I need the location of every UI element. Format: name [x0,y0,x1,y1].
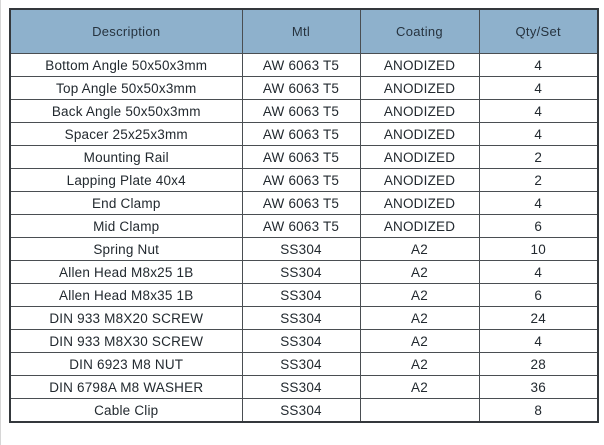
table-row: Mid Clamp AW 6063 T5 ANODIZED 6 [9,214,599,238]
cell-description: Allen Head M8x25 1B [9,260,243,284]
table-row: Lapping Plate 40x4 AW 6063 T5 ANODIZED 2 [9,168,599,192]
cell-qty: 4 [478,191,599,215]
cell-qty: 4 [478,260,599,284]
cell-coating: ANODIZED [359,191,480,215]
table-row: End Clamp AW 6063 T5 ANODIZED 4 [9,191,599,215]
table-row: Mounting Rail AW 6063 T5 ANODIZED 2 [9,145,599,169]
cell-mtl: AW 6063 T5 [241,53,361,77]
cell-mtl: SS304 [241,398,361,423]
table-row: Top Angle 50x50x3mm AW 6063 T5 ANODIZED … [9,76,599,100]
table-row: DIN 6923 M8 NUT SS304 A2 28 [9,352,599,376]
cell-qty: 6 [478,214,599,238]
table-row: Cable Clip SS304 8 [9,398,599,423]
cell-coating: A2 [359,352,480,376]
cell-description: Back Angle 50x50x3mm [9,99,243,123]
cell-description: DIN 6798A M8 WASHER [9,375,243,399]
cell-description: DIN 933 M8X30 SCREW [9,329,243,353]
header-row: Description Mtl Coating Qty/Set [9,8,599,54]
cell-mtl: SS304 [241,375,361,399]
cell-description: Mid Clamp [9,214,243,238]
cell-mtl: AW 6063 T5 [241,191,361,215]
cell-description: DIN 933 M8X20 SCREW [9,306,243,330]
table-row: DIN 933 M8X20 SCREW SS304 A2 24 [9,306,599,330]
table-row: Spacer 25x25x3mm AW 6063 T5 ANODIZED 4 [9,122,599,146]
cell-qty: 2 [478,145,599,169]
cell-mtl: SS304 [241,237,361,261]
cell-coating: A2 [359,260,480,284]
table-row: Allen Head M8x25 1B SS304 A2 4 [9,260,599,284]
cell-qty: 24 [478,306,599,330]
cell-coating: ANODIZED [359,214,480,238]
cell-qty: 2 [478,168,599,192]
cell-description: DIN 6923 M8 NUT [9,352,243,376]
cell-coating: A2 [359,283,480,307]
parts-table: Description Mtl Coating Qty/Set Bottom A… [9,8,599,423]
table-row: DIN 6798A M8 WASHER SS304 A2 36 [9,375,599,399]
cell-coating: ANODIZED [359,145,480,169]
cell-description: Lapping Plate 40x4 [9,168,243,192]
cell-qty: 4 [478,76,599,100]
cell-coating: A2 [359,329,480,353]
cell-mtl: SS304 [241,283,361,307]
cell-mtl: AW 6063 T5 [241,99,361,123]
parts-table-header: Description Mtl Coating Qty/Set [9,8,599,54]
cell-qty: 6 [478,283,599,307]
cell-qty: 10 [478,237,599,261]
cell-coating: ANODIZED [359,76,480,100]
cell-qty: 4 [478,122,599,146]
cell-description: Spring Nut [9,237,243,261]
cell-coating: A2 [359,306,480,330]
table-row: Bottom Angle 50x50x3mm AW 6063 T5 ANODIZ… [9,53,599,77]
cell-coating [359,398,480,423]
cell-qty: 8 [478,398,599,423]
cell-mtl: SS304 [241,329,361,353]
cell-mtl: AW 6063 T5 [241,76,361,100]
table-row: Back Angle 50x50x3mm AW 6063 T5 ANODIZED… [9,99,599,123]
cell-coating: A2 [359,237,480,261]
cell-qty: 28 [478,352,599,376]
cell-mtl: SS304 [241,306,361,330]
cell-description: Spacer 25x25x3mm [9,122,243,146]
cell-coating: ANODIZED [359,122,480,146]
cell-coating: A2 [359,375,480,399]
cell-description: End Clamp [9,191,243,215]
column-header-mtl: Mtl [241,8,361,54]
cell-mtl: AW 6063 T5 [241,168,361,192]
cell-mtl: SS304 [241,260,361,284]
table-row: Allen Head M8x35 1B SS304 A2 6 [9,283,599,307]
cell-coating: ANODIZED [359,53,480,77]
column-header-description: Description [9,8,243,54]
cell-mtl: AW 6063 T5 [241,122,361,146]
cell-mtl: AW 6063 T5 [241,214,361,238]
cell-coating: ANODIZED [359,99,480,123]
cell-qty: 4 [478,329,599,353]
table-row: Spring Nut SS304 A2 10 [9,237,599,261]
column-header-coating: Coating [359,8,480,54]
column-header-qty-set: Qty/Set [478,8,599,54]
cell-mtl: AW 6063 T5 [241,145,361,169]
cell-description: Bottom Angle 50x50x3mm [9,53,243,77]
table-row: DIN 933 M8X30 SCREW SS304 A2 4 [9,329,599,353]
parts-table-body: Bottom Angle 50x50x3mm AW 6063 T5 ANODIZ… [9,53,599,423]
cell-description: Cable Clip [9,398,243,423]
cell-coating: ANODIZED [359,168,480,192]
cell-qty: 4 [478,99,599,123]
cell-qty: 36 [478,375,599,399]
cell-mtl: SS304 [241,352,361,376]
cell-description: Allen Head M8x35 1B [9,283,243,307]
cell-description: Top Angle 50x50x3mm [9,76,243,100]
cell-description: Mounting Rail [9,145,243,169]
cell-qty: 4 [478,53,599,77]
